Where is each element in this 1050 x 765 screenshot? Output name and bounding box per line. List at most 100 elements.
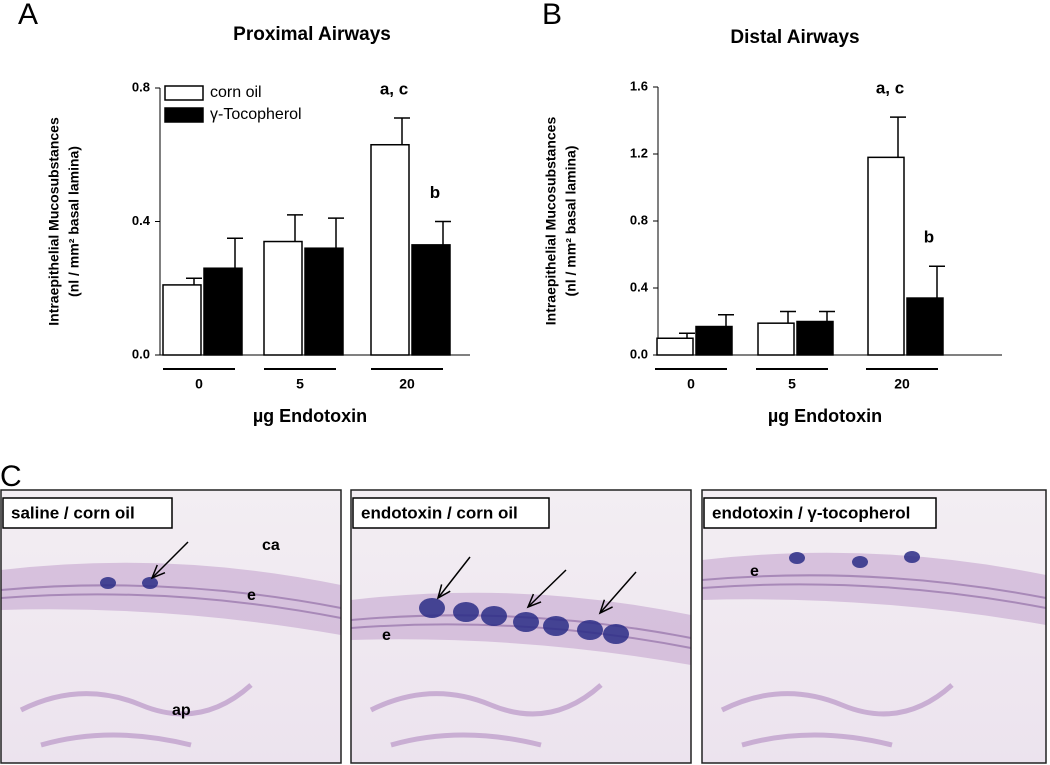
arrow-shaft	[599, 571, 637, 614]
bar	[695, 325, 733, 356]
micrograph: endotoxin / corn oil e	[350, 489, 692, 764]
error-bar	[287, 214, 303, 242]
micrograph-label-box	[703, 497, 937, 529]
arrow-head	[150, 564, 166, 580]
y-axis-label: (nl / mm² basal lamina)	[563, 146, 579, 297]
goblet-cell	[904, 551, 920, 563]
y-axis-label: (nl / mm² basal lamina)	[66, 146, 82, 297]
x-axis-label: µg Endotoxin	[253, 406, 367, 426]
bar	[906, 297, 944, 356]
legend-label: corn oil	[210, 84, 262, 101]
bar	[411, 244, 451, 356]
y-tick-label: 0.8	[132, 79, 150, 94]
goblet-cell	[453, 602, 479, 622]
micrograph-frame	[701, 489, 1047, 764]
error-bar	[718, 314, 734, 327]
legend-label: γ-Tocopherol	[210, 106, 302, 123]
chart-title: Distal Airways	[730, 27, 859, 48]
x-tick-label: 5	[296, 376, 304, 392]
point-label: a, c	[380, 80, 408, 99]
arrow-head	[526, 593, 542, 609]
bar	[370, 143, 410, 356]
bar	[263, 240, 303, 356]
error-bar	[328, 217, 344, 249]
goblet-cell	[603, 624, 629, 644]
y-tick-label: 0.4	[132, 213, 151, 228]
arrow-shaft	[437, 556, 471, 599]
point-label: b	[924, 228, 934, 247]
bar	[304, 247, 344, 356]
micrograph-label: endotoxin / γ-tocopherol	[712, 503, 910, 522]
chart-title: Proximal Airways	[233, 24, 391, 45]
legend-swatch	[164, 85, 204, 101]
error-bar	[929, 265, 945, 299]
bar	[162, 284, 202, 356]
arrow-shaft	[527, 569, 567, 608]
micrograph-annotation: e	[750, 563, 759, 580]
goblet-cell	[142, 577, 158, 589]
error-bar	[780, 310, 796, 324]
tissue-band	[1, 562, 341, 635]
legend-swatch	[164, 107, 204, 123]
x-tick-label: 20	[399, 376, 415, 392]
error-bar	[819, 310, 835, 322]
panel-label: B	[542, 0, 562, 31]
point-label: a, c	[876, 79, 904, 98]
micrograph-annotation: e	[247, 587, 256, 604]
y-tick-label: 1.2	[630, 145, 648, 160]
x-tick-label: 0	[687, 376, 695, 392]
error-bar	[394, 117, 410, 145]
micrograph-label: saline / corn oil	[11, 503, 135, 522]
goblet-cell	[100, 577, 116, 589]
bar	[203, 267, 243, 356]
micrograph-label-box	[2, 497, 173, 529]
panel-label: C	[0, 460, 22, 493]
tissue-fibers	[0, 584, 342, 619]
arrow-head	[436, 584, 451, 600]
panel-label: A	[18, 0, 38, 31]
x-axis-label: µg Endotoxin	[768, 406, 882, 426]
goblet-cell	[543, 616, 569, 636]
micrograph-label-box	[352, 497, 550, 529]
y-tick-label: 0.8	[630, 212, 648, 227]
goblet-cell	[852, 556, 868, 568]
error-bar	[227, 237, 243, 269]
tissue-fibers	[701, 574, 1047, 609]
bar	[796, 320, 834, 356]
goblet-cell	[789, 552, 805, 564]
goblet-cell	[419, 598, 445, 618]
arrow-head	[598, 599, 613, 615]
y-tick-label: 0.0	[132, 346, 150, 361]
micrograph: saline / corn oil ca e ap	[0, 489, 342, 764]
arrow-shaft	[151, 541, 189, 579]
bar	[757, 322, 795, 356]
micrograph-bg	[702, 490, 1046, 763]
micrograph-label: endotoxin / corn oil	[361, 503, 518, 522]
bar	[656, 337, 694, 356]
tissue-strands	[19, 683, 253, 748]
tissue-strands	[369, 683, 603, 748]
point-label: b	[430, 183, 440, 202]
goblet-cell	[577, 620, 603, 640]
error-bar	[186, 277, 202, 285]
goblet-cell	[513, 612, 539, 632]
goblet-cell	[481, 606, 507, 626]
tissue-strands	[720, 683, 954, 748]
micrograph-annotation: ca	[262, 537, 280, 554]
y-tick-label: 0.0	[630, 346, 648, 361]
micrograph-frame	[350, 489, 692, 764]
y-tick-label: 0.4	[630, 279, 649, 294]
micrograph-annotation: ap	[172, 702, 191, 719]
x-tick-label: 5	[788, 376, 796, 392]
micrograph-annotation: e	[382, 627, 391, 644]
y-axis-label: Intraepithelial Mucosubstances	[46, 117, 62, 326]
error-bar	[679, 332, 695, 339]
x-tick-label: 20	[894, 376, 910, 392]
micrograph-frame	[0, 489, 342, 764]
x-tick-label: 0	[195, 376, 203, 392]
tissue-band	[702, 552, 1046, 625]
y-tick-label: 1.6	[630, 78, 648, 93]
error-bar	[890, 116, 906, 158]
error-bar	[435, 220, 451, 245]
